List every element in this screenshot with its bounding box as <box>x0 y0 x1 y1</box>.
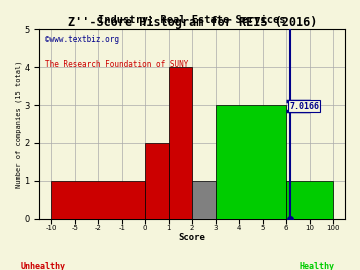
Bar <box>286 181 333 219</box>
Bar <box>51 181 145 219</box>
Y-axis label: Number of companies (15 total): Number of companies (15 total) <box>15 60 22 188</box>
Bar <box>216 105 286 219</box>
Text: Healthy: Healthy <box>299 262 334 270</box>
Bar <box>169 67 192 219</box>
Text: 7.0166: 7.0166 <box>289 102 319 111</box>
X-axis label: Score: Score <box>179 232 206 241</box>
Text: ©www.textbiz.org: ©www.textbiz.org <box>45 35 120 44</box>
Text: The Research Foundation of SUNY: The Research Foundation of SUNY <box>45 60 189 69</box>
Text: Industry: Real Estate Services: Industry: Real Estate Services <box>98 15 286 25</box>
Bar <box>145 143 169 219</box>
Title: Z''-Score Histogram for REIS (2016): Z''-Score Histogram for REIS (2016) <box>68 16 317 29</box>
Bar <box>192 181 216 219</box>
Text: Unhealthy: Unhealthy <box>21 262 66 270</box>
